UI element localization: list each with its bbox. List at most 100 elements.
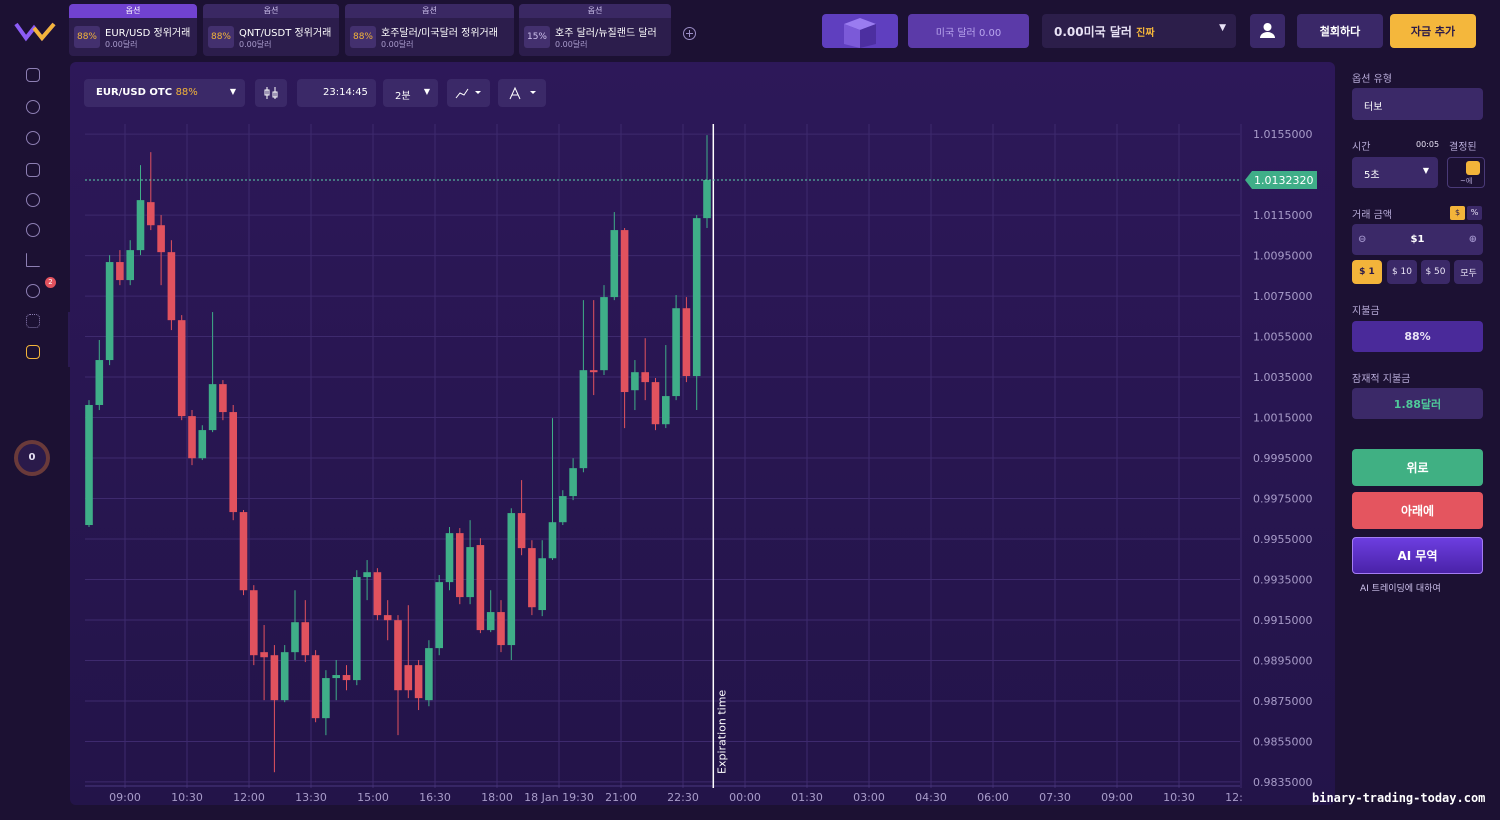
candle-body <box>600 297 608 371</box>
tab-balance: 0.00달러 <box>239 40 272 49</box>
nav-icon[interactable] <box>26 163 40 177</box>
nav-icon[interactable] <box>26 253 40 267</box>
candle-body <box>116 262 124 281</box>
x-tick-label: 12:00 <box>1225 791 1257 804</box>
y-tick-label: 1.0055000 <box>1253 331 1313 344</box>
expiration-label: Expiration time <box>715 690 728 774</box>
tab[interactable]: 옵션 88% QNT/USDT 정위거래 0.00달러 <box>203 4 339 56</box>
option-type: 터보 <box>1364 102 1383 113</box>
x-tick-label: 10:30 <box>171 791 203 804</box>
candle-body <box>641 372 649 383</box>
bonus-button[interactable]: 미국 달러 0.00 <box>908 14 1029 48</box>
tab-name: 호주 달러/뉴질랜드 달러 <box>555 28 657 39</box>
amount-preset[interactable]: $ 1 <box>1352 260 1382 284</box>
candle-body <box>260 652 268 658</box>
payout: 88% <box>1352 321 1483 352</box>
candle-body <box>404 665 413 691</box>
nav-icon[interactable] <box>26 100 40 114</box>
amount: $1 <box>1410 234 1425 245</box>
candle-body <box>383 615 392 621</box>
toggle-knob <box>1466 161 1480 175</box>
tab-balance: 0.00달러 <box>381 40 414 49</box>
currency-toggle[interactable]: $ <box>1450 206 1465 220</box>
time-value: 5초 <box>1364 170 1380 181</box>
x-tick-label: 15:00 <box>357 791 389 804</box>
nav-icon[interactable] <box>26 345 40 359</box>
candle-body <box>631 372 639 391</box>
candle-body <box>363 572 371 578</box>
candle-body <box>692 218 701 377</box>
gift-box[interactable] <box>822 14 898 48</box>
percent-toggle[interactable]: % <box>1467 206 1482 220</box>
x-tick-label: 09:00 <box>109 791 141 804</box>
candle-body <box>198 430 207 459</box>
candle-body <box>528 548 536 608</box>
profile-button[interactable] <box>1250 14 1285 48</box>
current-price-tag <box>1245 171 1317 190</box>
level-counter[interactable]: 0 <box>14 440 50 476</box>
logo <box>14 22 56 42</box>
chart-type-button[interactable] <box>447 79 490 107</box>
fixed-toggle[interactable]: ~에 <box>1447 157 1485 188</box>
amount-preset[interactable]: $ 50 <box>1421 260 1450 284</box>
drawing-icon <box>509 86 536 100</box>
candle-body <box>208 384 217 431</box>
counter-text: 0 <box>28 452 36 463</box>
drawing-button[interactable] <box>498 79 546 107</box>
option-type-select[interactable]: 터보 <box>1352 88 1483 120</box>
tab-name: EUR/USD 정위거래 <box>105 28 191 39</box>
tab[interactable]: 옵션 88% 호주달러/미국달러 정위거래 0.00달러 <box>345 4 514 56</box>
amount-preset[interactable]: $ 10 <box>1387 260 1417 284</box>
tab-balance: 0.00달러 <box>105 40 138 49</box>
ai-trade-button[interactable]: AI 무역 <box>1352 537 1483 574</box>
balance-select[interactable]: 0.00미국 달러 진짜 ▼ <box>1042 14 1236 48</box>
option-type-label: 옵션 유형 <box>1352 74 1392 85</box>
candle-body <box>85 404 93 526</box>
withdraw-button[interactable]: 철회하다 <box>1297 14 1383 48</box>
x-tick-label: 18:00 <box>481 791 513 804</box>
add-tab[interactable] <box>682 26 697 41</box>
bonus-text: 미국 달러 0.00 <box>935 27 1002 39</box>
x-tick-label: 09:00 <box>1101 791 1133 804</box>
nav-icon[interactable] <box>26 193 40 207</box>
y-tick-label: 0.9855000 <box>1253 735 1313 748</box>
candle-body <box>157 225 165 253</box>
down-button[interactable]: 아래에 <box>1352 492 1483 529</box>
deposit-text: 자금 추가 <box>1410 25 1456 38</box>
time-select[interactable]: 5초 ▼ <box>1352 157 1438 188</box>
account-type: 진짜 <box>1136 28 1155 39</box>
indicators-button[interactable] <box>255 79 287 107</box>
candle-body <box>579 370 588 469</box>
candle-body <box>353 577 361 681</box>
amount-input[interactable]: ⊖ $1 ⊕ <box>1352 224 1483 255</box>
candle-body <box>466 547 474 598</box>
nav-icon[interactable] <box>26 314 40 328</box>
asset-name: EUR/USD OTC <box>96 87 173 98</box>
nav-icon[interactable] <box>26 223 40 237</box>
y-tick-label: 0.9955000 <box>1253 533 1313 546</box>
chart-panel <box>70 62 1335 805</box>
timeframe-select[interactable]: 2분 ▼ <box>383 79 438 107</box>
server-time: 23:14:45 <box>323 87 368 98</box>
time-remaining: 00:05 <box>1416 140 1440 149</box>
candle-body <box>332 675 340 679</box>
nav-icon[interactable] <box>26 284 40 298</box>
tab[interactable]: 옵션 88% EUR/USD 정위거래 0.00달러 <box>69 4 197 56</box>
user-icon <box>1260 23 1275 38</box>
tab-payout: 15% <box>524 26 550 48</box>
nav-icon[interactable] <box>26 68 40 82</box>
candle-body <box>105 262 114 361</box>
amount-preset[interactable]: 모두 <box>1454 260 1483 284</box>
ai-about-link[interactable]: AI 트레이딩에 대하여 <box>1360 584 1441 594</box>
up-button[interactable]: 위로 <box>1352 449 1483 486</box>
asset-select[interactable]: EUR/USD OTC 88% ▼ <box>84 79 245 107</box>
candle-body <box>414 665 423 699</box>
y-tick-label: 1.0155000 <box>1253 128 1313 141</box>
tab[interactable]: 옵션 15% 호주 달러/뉴질랜드 달러 0.00달러 <box>519 4 671 56</box>
nav-icon[interactable] <box>26 131 40 145</box>
x-tick-label: 21:00 <box>605 791 637 804</box>
candle-body <box>291 622 299 653</box>
y-tick-label: 0.9895000 <box>1253 654 1313 667</box>
y-tick-label: 1.0075000 <box>1253 290 1313 303</box>
deposit-button[interactable]: 자금 추가 <box>1390 14 1476 48</box>
